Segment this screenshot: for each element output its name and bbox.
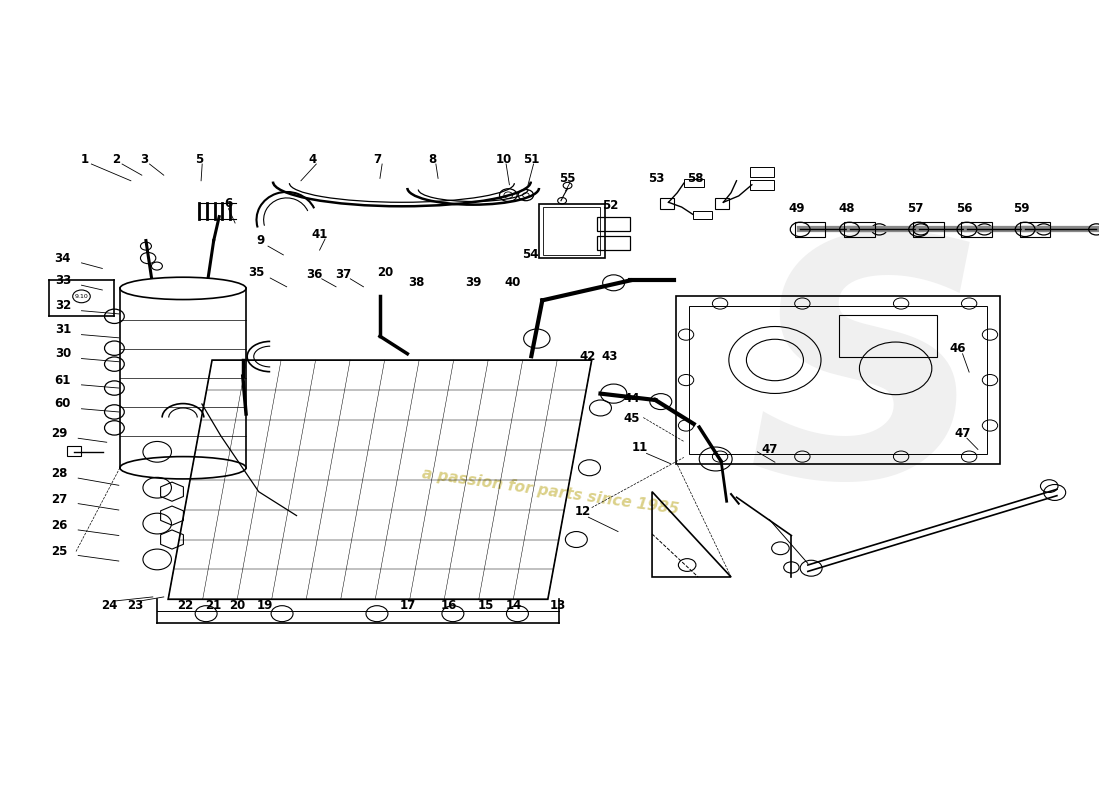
Text: 15: 15 (478, 599, 495, 612)
Bar (539, 204, 605, 258)
Text: 54: 54 (522, 249, 539, 262)
Text: 9: 9 (256, 234, 264, 247)
Bar (844, 222, 875, 237)
Text: 43: 43 (601, 350, 617, 362)
Text: 7: 7 (374, 153, 382, 166)
Text: 45: 45 (623, 412, 639, 425)
Bar (838, 315, 937, 357)
Bar (961, 222, 992, 237)
Text: 8: 8 (429, 153, 437, 166)
Bar (543, 207, 601, 255)
Bar (794, 222, 825, 237)
Text: 47: 47 (761, 443, 778, 456)
Text: 19: 19 (256, 599, 273, 612)
Text: 41: 41 (311, 228, 328, 241)
Text: 13: 13 (550, 599, 565, 612)
Text: 17: 17 (399, 599, 416, 612)
Text: 27: 27 (52, 493, 68, 506)
Bar (715, 198, 729, 209)
Bar (1020, 222, 1050, 237)
Text: 59: 59 (1013, 202, 1030, 215)
Text: 6: 6 (224, 197, 232, 210)
Bar (597, 217, 630, 231)
Text: 11: 11 (631, 442, 648, 454)
Text: 37: 37 (336, 267, 352, 281)
Text: 42: 42 (579, 350, 595, 362)
Text: 52: 52 (602, 199, 618, 212)
Text: 9.10: 9.10 (75, 294, 88, 299)
Text: 26: 26 (52, 519, 68, 533)
Text: 2: 2 (112, 153, 121, 166)
Text: 44: 44 (623, 392, 639, 405)
Text: 48: 48 (838, 202, 855, 215)
Bar (750, 167, 773, 177)
Text: 10: 10 (496, 153, 512, 166)
Bar (913, 222, 944, 237)
Bar (597, 236, 630, 250)
Text: 56: 56 (957, 202, 974, 215)
Text: 40: 40 (505, 275, 521, 289)
Text: 51: 51 (524, 153, 539, 166)
Text: 31: 31 (55, 323, 72, 336)
Text: 34: 34 (55, 251, 72, 265)
Text: 47: 47 (955, 427, 970, 440)
Text: 12: 12 (575, 505, 591, 518)
Text: 28: 28 (52, 467, 68, 480)
Text: 20: 20 (229, 599, 245, 612)
Text: 36: 36 (306, 267, 322, 281)
Text: 35: 35 (248, 266, 264, 279)
Text: 46: 46 (950, 342, 967, 354)
Text: 16: 16 (441, 599, 458, 612)
Text: 29: 29 (52, 427, 68, 440)
Bar (693, 211, 713, 219)
Text: 1: 1 (80, 153, 89, 166)
Text: 53: 53 (648, 172, 664, 185)
Text: 14: 14 (506, 599, 522, 612)
Text: 57: 57 (908, 202, 924, 215)
Text: 38: 38 (408, 275, 425, 289)
Text: S: S (748, 222, 988, 546)
Bar (750, 180, 773, 190)
Text: 3: 3 (140, 153, 148, 166)
Text: 23: 23 (128, 599, 143, 612)
Text: 25: 25 (52, 545, 68, 558)
Bar (67, 446, 81, 456)
Bar (660, 198, 674, 209)
Text: 55: 55 (559, 172, 575, 185)
Text: 22: 22 (177, 599, 194, 612)
Text: 20: 20 (377, 266, 394, 279)
Bar (684, 179, 704, 187)
Text: 24: 24 (101, 599, 117, 612)
Text: a passion for parts since 1985: a passion for parts since 1985 (420, 466, 680, 517)
Text: 21: 21 (205, 599, 221, 612)
Text: 49: 49 (789, 202, 805, 215)
Text: 39: 39 (465, 275, 482, 289)
Text: 4: 4 (309, 153, 317, 166)
Text: 32: 32 (55, 299, 72, 313)
Text: 58: 58 (686, 172, 703, 185)
Text: 33: 33 (55, 274, 72, 287)
Text: 60: 60 (55, 398, 72, 410)
Text: 61: 61 (55, 374, 72, 386)
Text: 30: 30 (55, 347, 72, 360)
Text: 5: 5 (195, 153, 204, 166)
